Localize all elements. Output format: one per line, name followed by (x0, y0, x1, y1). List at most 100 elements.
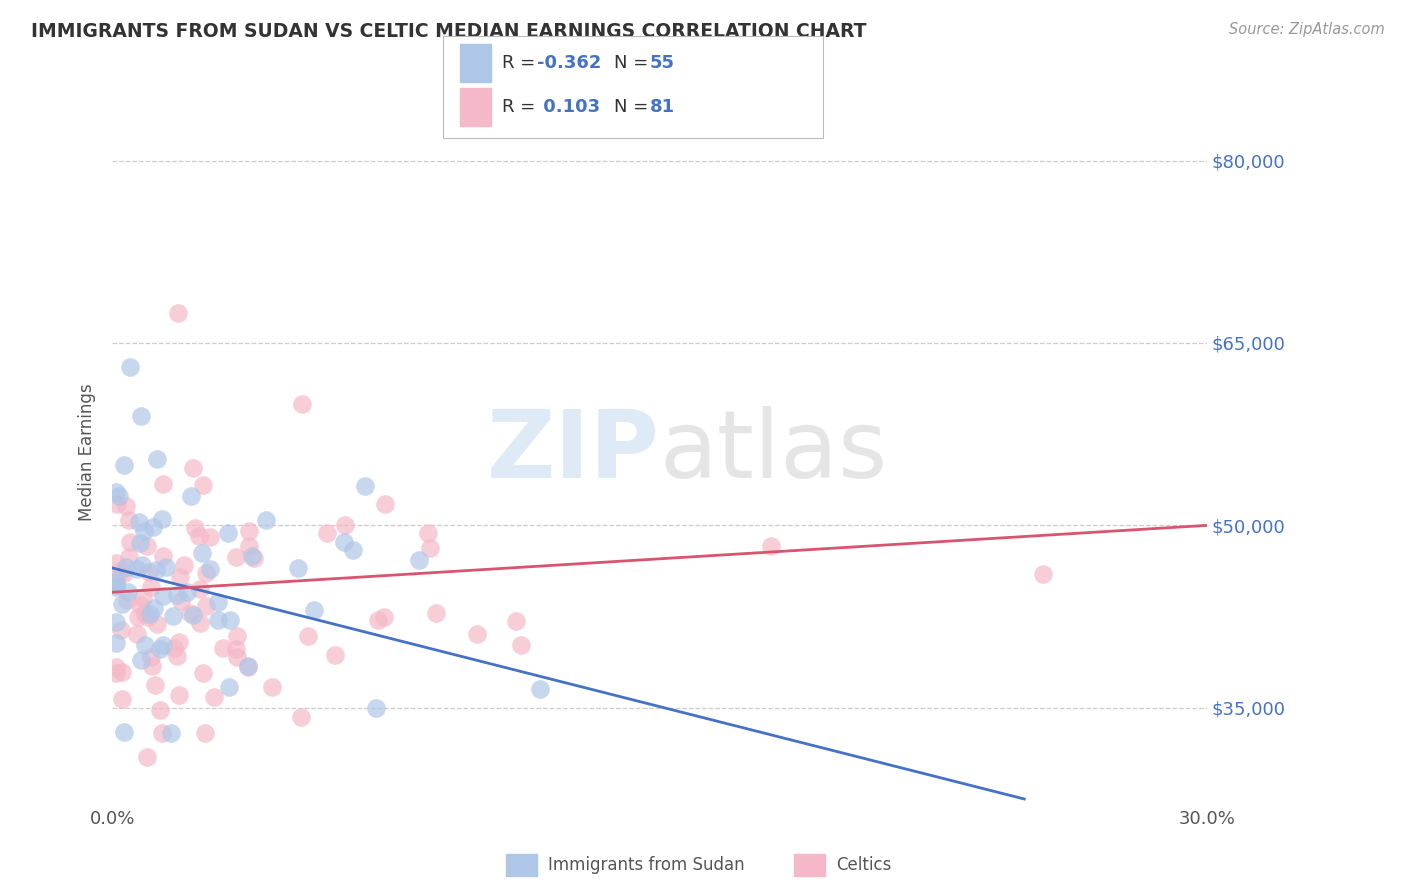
Point (191, 478, 214, 492)
Point (287, 561, 309, 575)
Point (188, 615, 211, 630)
Point (104, 578, 127, 592)
Point (254, 514, 277, 528)
Point (104, 556, 127, 570)
Point (416, 526, 439, 541)
Point (136, 609, 159, 624)
Point (166, 589, 188, 603)
Text: ZIP: ZIP (486, 407, 659, 499)
Point (238, 524, 260, 538)
Point (761, 540, 783, 554)
Point (225, 550, 247, 565)
Point (111, 597, 134, 611)
Point (139, 650, 162, 665)
Point (115, 560, 138, 574)
Point (152, 477, 174, 491)
Point (162, 608, 184, 623)
Point (112, 566, 135, 580)
Point (200, 530, 222, 544)
Point (128, 516, 150, 530)
Point (188, 582, 211, 596)
Point (179, 606, 201, 620)
Point (111, 665, 134, 679)
Point (125, 562, 148, 576)
Point (176, 585, 198, 599)
Point (342, 542, 364, 557)
Point (145, 451, 167, 466)
Point (465, 627, 488, 641)
Point (145, 562, 167, 576)
Point (104, 573, 127, 587)
Point (217, 526, 239, 541)
Point (149, 641, 172, 656)
Point (143, 678, 166, 692)
Point (104, 665, 127, 680)
Text: IMMIGRANTS FROM SUDAN VS CELTIC MEDIAN EARNINGS CORRELATION CHART: IMMIGRANTS FROM SUDAN VS CELTIC MEDIAN E… (31, 22, 866, 41)
Point (150, 512, 173, 526)
Point (238, 658, 260, 673)
Point (373, 610, 395, 624)
Point (142, 520, 165, 534)
Point (108, 489, 131, 503)
Point (194, 566, 217, 580)
Point (152, 589, 174, 603)
Point (184, 521, 207, 535)
Point (143, 600, 166, 615)
Point (127, 627, 149, 641)
Point (262, 681, 284, 695)
Point (128, 598, 150, 612)
Text: atlas: atlas (659, 407, 887, 499)
Point (115, 500, 138, 514)
Point (509, 638, 531, 652)
Point (150, 726, 173, 740)
Point (207, 594, 229, 608)
Point (240, 549, 263, 563)
Point (180, 489, 202, 503)
Point (131, 409, 153, 423)
Point (105, 497, 128, 511)
Point (181, 461, 204, 475)
Text: 55: 55 (650, 54, 675, 72)
Point (297, 629, 319, 643)
Point (118, 514, 141, 528)
Point (408, 553, 430, 567)
Point (170, 594, 193, 608)
Point (333, 535, 356, 549)
Point (290, 710, 312, 724)
Point (302, 603, 325, 617)
Point (198, 562, 221, 576)
Point (104, 580, 127, 594)
Point (333, 518, 356, 533)
Point (139, 580, 162, 594)
Point (117, 585, 139, 599)
Point (169, 570, 191, 584)
Point (529, 682, 551, 697)
Text: -0.362: -0.362 (537, 54, 602, 72)
Point (131, 558, 153, 572)
Point (323, 648, 346, 662)
Text: Source: ZipAtlas.com: Source: ZipAtlas.com (1229, 22, 1385, 37)
Point (225, 641, 247, 656)
Point (190, 546, 212, 560)
Point (218, 680, 240, 694)
Point (138, 565, 160, 579)
Point (167, 305, 190, 319)
Point (226, 650, 249, 665)
Point (127, 609, 149, 624)
Point (238, 660, 260, 674)
Point (129, 653, 152, 667)
Point (316, 525, 339, 540)
Point (134, 638, 156, 652)
Point (104, 615, 127, 630)
Point (194, 725, 217, 739)
Point (367, 614, 389, 628)
Point (374, 496, 396, 510)
Point (173, 558, 195, 572)
Point (104, 574, 127, 589)
Point (188, 529, 211, 543)
Point (110, 623, 132, 637)
Point (291, 397, 314, 411)
Point (167, 688, 190, 702)
Point (120, 535, 142, 549)
Point (419, 541, 441, 556)
